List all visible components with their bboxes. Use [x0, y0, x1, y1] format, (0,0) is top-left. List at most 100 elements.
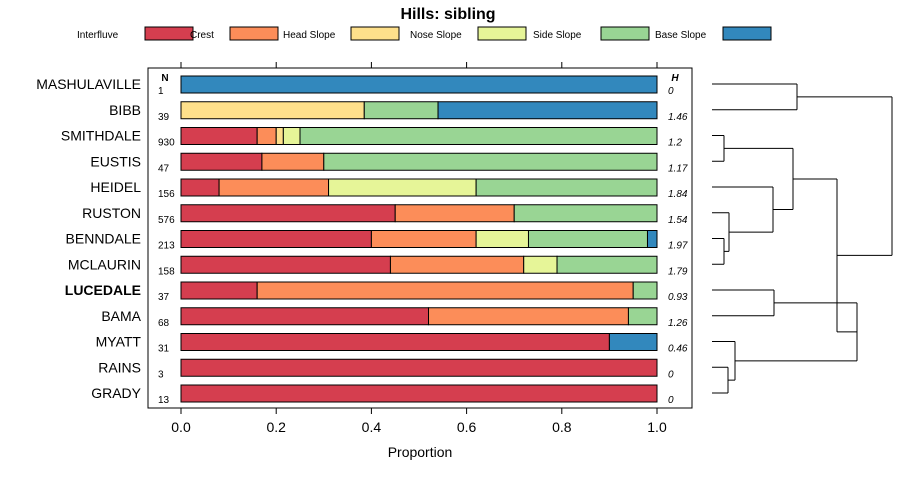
- legend-swatch-side-slope: [600, 26, 650, 41]
- bar-row-mclaurin: MCLAURIN 158 1.79: [68, 255, 688, 277]
- x-tick-label: 0.8: [552, 419, 572, 435]
- category-label: MCLAURIN: [68, 256, 141, 272]
- bar-row-bama: BAMA 68 1.26: [101, 307, 688, 329]
- legend-label-nose-slope: Nose Slope: [410, 30, 462, 41]
- dendrogram: [712, 83, 893, 394]
- n-value: 3: [158, 369, 164, 380]
- bar-segment-base-slope: [180, 75, 658, 94]
- category-label: HEIDEL: [90, 179, 141, 195]
- bar-row-heidel: HEIDEL 156 1.84: [90, 178, 688, 200]
- bar-row-rains: RAINS 3 0: [98, 358, 674, 380]
- n-header: N: [161, 73, 168, 84]
- bar-segment-crest: [370, 230, 477, 248]
- h-value: 0: [668, 369, 674, 380]
- bar-segment-interfluve: [180, 152, 263, 171]
- legend-swatch-base-slope: [722, 26, 772, 41]
- x-tick-label: 1.0: [647, 419, 667, 435]
- legend-swatch-head-slope: [350, 26, 400, 41]
- n-value: 31: [158, 344, 170, 355]
- n-value: 158: [158, 266, 175, 277]
- bar-segment-side-slope: [299, 127, 658, 145]
- legend-swatch-nose-slope: [477, 26, 527, 41]
- category-label: SMITHDALE: [61, 128, 141, 144]
- bar-segment-crest: [256, 281, 634, 300]
- bar-row-bibb: BIBB 39 1.46: [109, 101, 688, 123]
- n-value: 13: [158, 395, 170, 406]
- n-value: 930: [158, 138, 175, 149]
- bar-segment-nose-slope: [328, 178, 477, 197]
- h-value: 1.2: [668, 138, 682, 149]
- category-label: BAMA: [101, 308, 141, 324]
- n-value: 213: [158, 241, 175, 252]
- bar-segment-base-slope: [608, 333, 658, 351]
- chart-title: Hills: sibling: [400, 6, 495, 23]
- bar-segment-nose-slope: [282, 127, 301, 145]
- category-label: MYATT: [96, 334, 142, 350]
- category-label: LUCEDALE: [65, 282, 141, 298]
- n-value: 39: [158, 112, 170, 123]
- bar-rows: MASHULAVILLE 1 0 BIBB 39 1.46 SMITHDALE 930 1.2 E…: [36, 75, 688, 406]
- x-axis: 0.0 0.2 0.4 0.6 0.8 1.0: [171, 62, 667, 435]
- bar-segment-nose-slope: [475, 230, 529, 248]
- bar-segment-crest: [394, 204, 515, 223]
- bar-segment-interfluve: [180, 255, 391, 274]
- bar-row-benndale: BENNDALE 213 1.97: [66, 230, 688, 252]
- bar-row-smithdale: SMITHDALE 930 1.2: [61, 127, 682, 149]
- bar-segment-interfluve: [180, 281, 258, 300]
- h-value: 1.84: [668, 189, 688, 200]
- legend-label-interfluve: Interfluve: [77, 30, 119, 41]
- h-value: 1.17: [668, 163, 688, 174]
- bar-segment-crest: [261, 152, 325, 171]
- bar-segment-side-slope: [323, 152, 658, 171]
- n-value: 156: [158, 189, 175, 200]
- bar-segment-base-slope: [646, 230, 658, 248]
- bar-row-grady: GRADY 13 0: [91, 384, 674, 406]
- h-value: 0.93: [668, 292, 688, 303]
- bar-segment-interfluve: [180, 204, 396, 223]
- legend-label-head-slope: Head Slope: [283, 30, 336, 41]
- h-header: H: [671, 73, 679, 84]
- h-value: 1.26: [668, 318, 688, 329]
- h-value: 0: [668, 395, 674, 406]
- n-value: 68: [158, 318, 170, 329]
- bar-segment-head-slope: [180, 101, 365, 120]
- bar-segment-side-slope: [632, 281, 658, 300]
- n-value: 1: [158, 86, 164, 97]
- category-label: RAINS: [98, 359, 141, 375]
- legend-label-base-slope: Base Slope: [655, 30, 707, 41]
- bar-segment-crest: [389, 255, 525, 274]
- bar-row-ruston: RUSTON 576 1.54: [82, 204, 688, 226]
- bar-segment-side-slope: [556, 255, 658, 274]
- bar-segment-crest: [256, 127, 277, 145]
- bar-segment-side-slope: [475, 178, 658, 197]
- bar-row-mashulaville: MASHULAVILLE 1 0: [36, 75, 674, 97]
- legend-swatch-interfluve: [144, 26, 194, 41]
- bar-segment-interfluve: [180, 230, 372, 248]
- x-tick-label: 0.2: [266, 419, 286, 435]
- category-label: BIBB: [109, 102, 141, 118]
- bar-segment-crest: [218, 178, 330, 197]
- bar-segment-base-slope: [437, 101, 658, 120]
- h-value: 1.46: [668, 112, 688, 123]
- x-tick-label: 0.0: [171, 419, 191, 435]
- h-value: 0.46: [668, 344, 688, 355]
- bar-segment-side-slope: [513, 204, 658, 223]
- bar-segment-head-slope: [275, 127, 284, 145]
- bar-segment-nose-slope: [523, 255, 558, 274]
- bar-segment-side-slope: [627, 307, 658, 326]
- n-value: 576: [158, 215, 175, 226]
- bar-segment-interfluve: [180, 307, 430, 326]
- legend-label-side-slope: Side Slope: [533, 30, 582, 41]
- category-label: EUSTIS: [90, 153, 141, 169]
- bar-segment-interfluve: [180, 358, 658, 377]
- h-value: 0: [668, 86, 674, 97]
- bar-segment-interfluve: [180, 178, 220, 197]
- bar-row-myatt: MYATT 31 0.46: [96, 333, 688, 355]
- bar-row-lucedale: LUCEDALE 37 0.93: [65, 281, 688, 303]
- x-axis-title: Proportion: [388, 444, 453, 460]
- h-value: 1.97: [668, 241, 688, 252]
- bar-segment-interfluve: [180, 127, 258, 145]
- h-value: 1.79: [668, 266, 688, 277]
- bar-row-eustis: EUSTIS 47 1.17: [90, 152, 688, 174]
